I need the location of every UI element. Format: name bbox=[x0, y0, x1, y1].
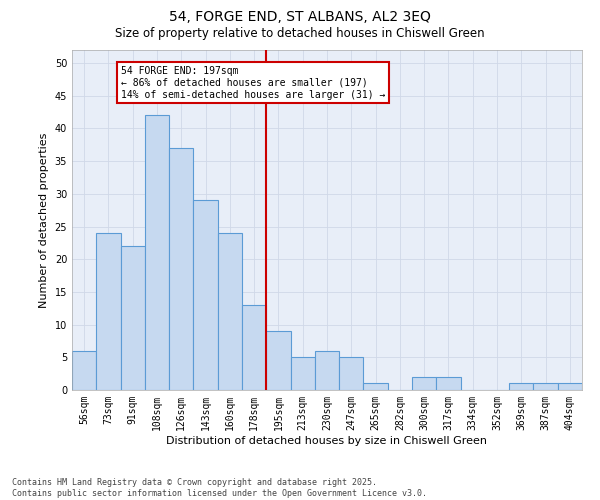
Bar bbox=[533, 384, 558, 390]
Bar bbox=[412, 377, 436, 390]
Bar bbox=[509, 384, 533, 390]
Text: Contains HM Land Registry data © Crown copyright and database right 2025.
Contai: Contains HM Land Registry data © Crown c… bbox=[12, 478, 427, 498]
Bar bbox=[96, 233, 121, 390]
Text: 54 FORGE END: 197sqm
← 86% of detached houses are smaller (197)
14% of semi-deta: 54 FORGE END: 197sqm ← 86% of detached h… bbox=[121, 66, 385, 100]
Bar bbox=[193, 200, 218, 390]
Bar bbox=[121, 246, 145, 390]
Bar bbox=[436, 377, 461, 390]
Bar bbox=[72, 351, 96, 390]
Text: Size of property relative to detached houses in Chiswell Green: Size of property relative to detached ho… bbox=[115, 28, 485, 40]
Bar bbox=[242, 305, 266, 390]
Bar bbox=[218, 233, 242, 390]
Bar bbox=[290, 358, 315, 390]
Bar bbox=[145, 116, 169, 390]
Bar bbox=[169, 148, 193, 390]
Bar bbox=[315, 351, 339, 390]
Bar bbox=[339, 358, 364, 390]
Text: 54, FORGE END, ST ALBANS, AL2 3EQ: 54, FORGE END, ST ALBANS, AL2 3EQ bbox=[169, 10, 431, 24]
Y-axis label: Number of detached properties: Number of detached properties bbox=[39, 132, 49, 308]
Bar bbox=[364, 384, 388, 390]
X-axis label: Distribution of detached houses by size in Chiswell Green: Distribution of detached houses by size … bbox=[167, 436, 487, 446]
Bar bbox=[558, 384, 582, 390]
Bar bbox=[266, 331, 290, 390]
